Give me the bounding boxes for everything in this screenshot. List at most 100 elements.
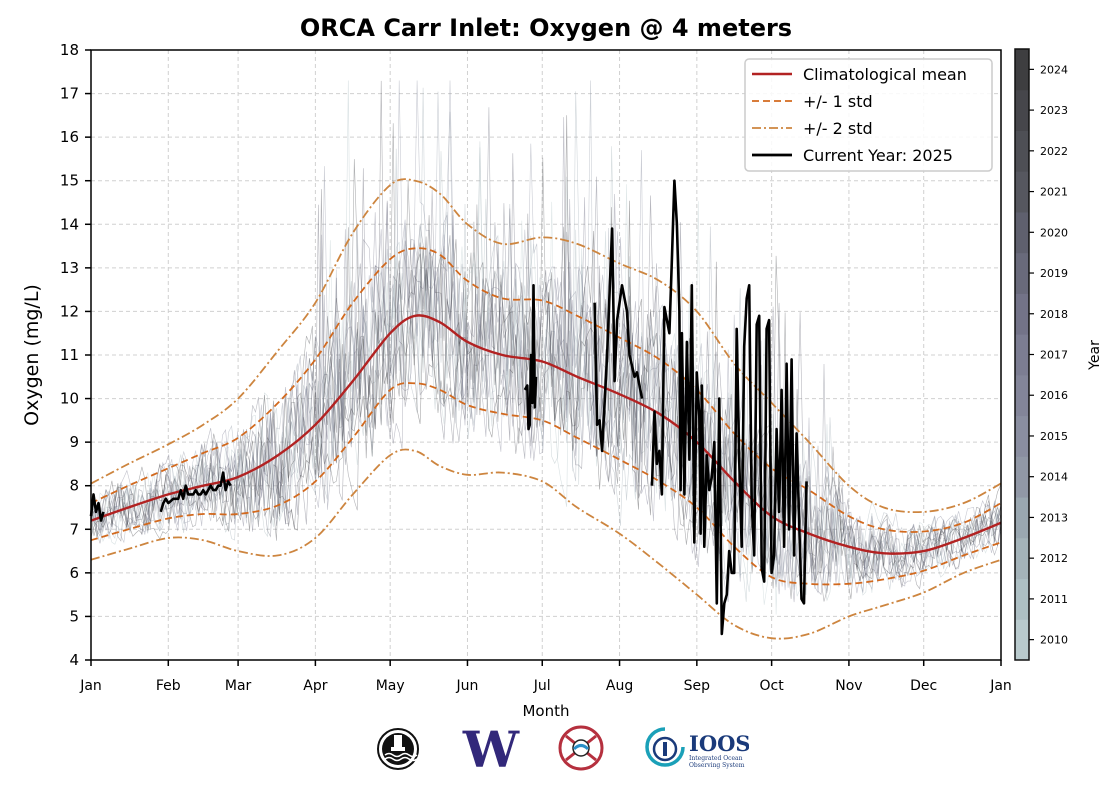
y-tick-label: 14 xyxy=(60,215,79,233)
y-tick-label: 8 xyxy=(69,477,79,495)
colorbar-tick-label: 2016 xyxy=(1040,389,1068,402)
x-tick-label: Mar xyxy=(225,678,252,694)
year-trace-2022 xyxy=(90,123,1001,599)
y-tick-label: 12 xyxy=(60,302,79,320)
legend-label: Current Year: 2025 xyxy=(803,146,953,165)
svg-text:Integrated Ocean: Integrated Ocean xyxy=(689,755,743,762)
year-trace-2015 xyxy=(90,80,1001,592)
year-trace-2023 xyxy=(90,115,1001,600)
colorbar-tick-label: 2021 xyxy=(1040,186,1068,199)
colorbar-tick-label: 2017 xyxy=(1040,349,1068,362)
y-axis-label: Oxygen (mg/L) xyxy=(21,284,43,426)
legend-label: +/- 2 std xyxy=(803,119,873,138)
legend-box xyxy=(744,58,993,172)
current-year-segment xyxy=(89,493,105,522)
y-tick-label: 10 xyxy=(60,390,79,408)
colorbar-tick-label: 2011 xyxy=(1040,593,1068,606)
y-tick-label: 17 xyxy=(60,85,79,103)
y-tick-label: 7 xyxy=(69,520,79,538)
current-year-segment xyxy=(650,179,808,636)
y-tick-label: 6 xyxy=(69,564,79,582)
minus-2-std-line xyxy=(90,448,1002,640)
colorbar-tick-label: 2013 xyxy=(1040,511,1068,524)
plus-2-std-line xyxy=(90,178,1002,514)
historical-years-traces xyxy=(90,80,1001,615)
climatology-lines xyxy=(90,178,1002,640)
ioos-logo: IOOS Integrated Ocean Observing System xyxy=(645,727,749,769)
x-tick-label: Dec xyxy=(910,678,937,694)
y-tick-label: 5 xyxy=(69,607,79,625)
colorbar-swatch xyxy=(1015,497,1029,539)
legend-label: +/- 1 std xyxy=(803,92,873,111)
y-tick-label: 15 xyxy=(60,172,79,190)
colorbar-tick-label: 2019 xyxy=(1040,267,1068,280)
year-trace-2016 xyxy=(90,214,1001,594)
x-axis: Jan Feb Mar Apr May Jun Jul Aug Sep Oct Nov Dec Jan xyxy=(79,660,1012,694)
y-axis: 4 5 6 7 8 9 10 11 12 13 14 15 16 17 18 xyxy=(60,41,91,669)
x-axis-label: Month xyxy=(522,702,569,720)
grid xyxy=(91,50,1001,660)
x-tick-label: Nov xyxy=(835,678,862,694)
y-tick-label: 11 xyxy=(60,346,79,364)
year-trace-2017 xyxy=(90,202,1001,602)
colorbar-tick-label: 2014 xyxy=(1040,471,1068,484)
colorbar-swatch xyxy=(1015,578,1029,620)
colorbar-swatch xyxy=(1015,89,1029,131)
logo-bar: W IOOS Integrated Ocean Observing System xyxy=(0,722,1120,778)
x-tick-label: Sep xyxy=(684,678,711,694)
svg-text:IOOS: IOOS xyxy=(689,731,749,756)
x-tick-label: Aug xyxy=(606,678,633,694)
x-tick-label: May xyxy=(376,678,405,694)
colorbar-tick-label: 2018 xyxy=(1040,308,1068,321)
year-trace-2018 xyxy=(90,117,1001,603)
year-trace-2019 xyxy=(90,107,1001,585)
year-trace-2011 xyxy=(90,80,1001,602)
x-tick-label: Jun xyxy=(456,678,479,694)
year-trace-2020 xyxy=(90,153,1001,586)
minus-1-std-line xyxy=(90,382,1002,586)
x-tick-label: Jan xyxy=(79,678,102,694)
plus-1-std-line xyxy=(90,247,1002,533)
colorbar-tick-label: 2015 xyxy=(1040,430,1068,443)
colorbar-swatch xyxy=(1015,456,1029,498)
svg-text:W: W xyxy=(462,722,520,772)
colorbar-swatch xyxy=(1015,293,1029,335)
colorbar-swatch xyxy=(1015,130,1029,172)
year-trace-2013 xyxy=(90,87,1001,590)
colorbar-tick-label: 2022 xyxy=(1040,145,1068,158)
x-tick-label: Apr xyxy=(303,678,327,694)
year-trace-2024 xyxy=(90,200,1001,589)
chart-title: ORCA Carr Inlet: Oxygen @ 4 meters xyxy=(300,14,792,42)
svg-text:Observing System: Observing System xyxy=(689,762,745,769)
colorbar-tick-label: 2023 xyxy=(1040,104,1068,117)
colorbar-tick-label: 2012 xyxy=(1040,552,1068,565)
colorbar-tick-label: 2024 xyxy=(1040,63,1068,76)
x-tick-label: Jul xyxy=(533,678,551,694)
nanoos-buoy-logo xyxy=(377,728,419,770)
uw-logo: W xyxy=(462,722,520,772)
colorbar-swatch xyxy=(1015,619,1029,661)
y-tick-label: 13 xyxy=(60,259,79,277)
y-tick-label: 4 xyxy=(69,651,79,669)
climatological-mean-line xyxy=(90,314,1002,555)
tribal-logo xyxy=(558,725,604,771)
colorbar-swatch xyxy=(1015,171,1029,213)
colorbar-frame xyxy=(1014,48,1030,661)
colorbar-swatch xyxy=(1015,252,1029,294)
year-trace-2021 xyxy=(90,80,1001,602)
colorbar-label: Year xyxy=(1087,340,1103,371)
x-tick-label: Feb xyxy=(156,678,181,694)
year-trace-2010 xyxy=(90,184,1001,615)
colorbar-swatch xyxy=(1015,334,1029,376)
colorbar-swatch xyxy=(1015,374,1029,417)
current-year-line xyxy=(89,179,808,636)
x-tick-label: Oct xyxy=(760,678,785,694)
y-tick-label: 16 xyxy=(60,128,79,146)
current-year-segment xyxy=(523,283,538,431)
colorbar-tick-label: 2020 xyxy=(1040,226,1068,239)
current-year-segment xyxy=(159,471,232,513)
colorbar-swatch xyxy=(1015,537,1029,580)
colorbar: 2010 2011 2012 2013 2014 2015 2016 2017 2018 2019… xyxy=(1014,48,1068,661)
colorbar-tick-label: 2010 xyxy=(1040,634,1068,647)
